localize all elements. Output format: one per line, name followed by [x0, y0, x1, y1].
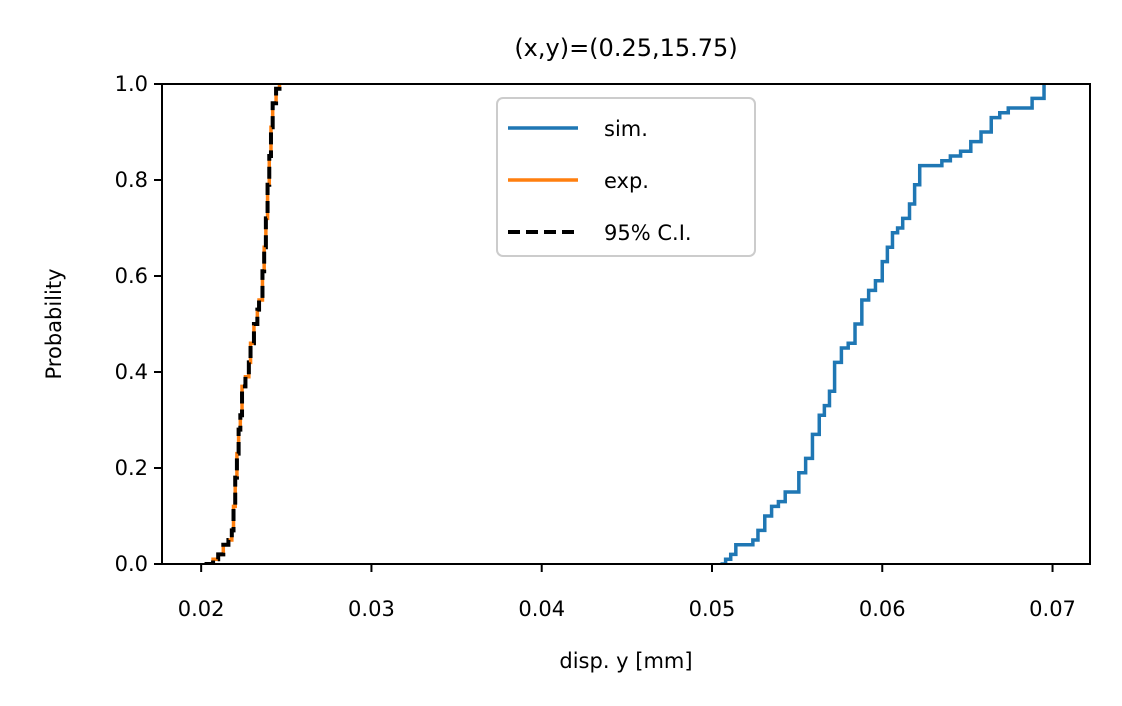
legend-label-1: exp. — [604, 169, 649, 193]
legend: sim. exp. 95% C.I. — [496, 97, 756, 257]
x-tick-label: 0.07 — [1029, 597, 1076, 621]
legend-label-0: sim. — [604, 117, 648, 141]
x-tick-label: 0.03 — [348, 597, 395, 621]
y-tick-label: 1.0 — [115, 72, 148, 96]
y-tick-label: 0.6 — [115, 264, 148, 288]
x-tick-label: 0.02 — [178, 597, 225, 621]
y-tick-label: 0.4 — [115, 360, 148, 384]
y-tick-label: 0.8 — [115, 168, 148, 192]
x-tick-label: 0.04 — [518, 597, 565, 621]
x-axis-ticks: 0.02 0.03 0.04 0.05 0.06 0.07 — [178, 564, 1076, 621]
x-axis-label: disp. y [mm] — [559, 649, 692, 673]
plot-frame — [161, 83, 1091, 565]
legend-label-2: 95% C.I. — [604, 221, 692, 245]
series-line-0 — [720, 84, 1046, 564]
y-tick-label: 0.0 — [115, 552, 148, 576]
y-axis-label: Probability — [42, 268, 66, 379]
series-line-2 — [204, 84, 282, 564]
series-layer — [204, 84, 1046, 564]
x-tick-label: 0.05 — [689, 597, 736, 621]
y-tick-label: 0.2 — [115, 456, 148, 480]
x-tick-label: 0.06 — [859, 597, 906, 621]
y-axis-ticks: 0.0 0.2 0.4 0.6 0.8 1.0 — [115, 72, 162, 576]
chart-title: (x,y)=(0.25,15.75) — [514, 34, 737, 62]
legend-box — [496, 97, 756, 257]
